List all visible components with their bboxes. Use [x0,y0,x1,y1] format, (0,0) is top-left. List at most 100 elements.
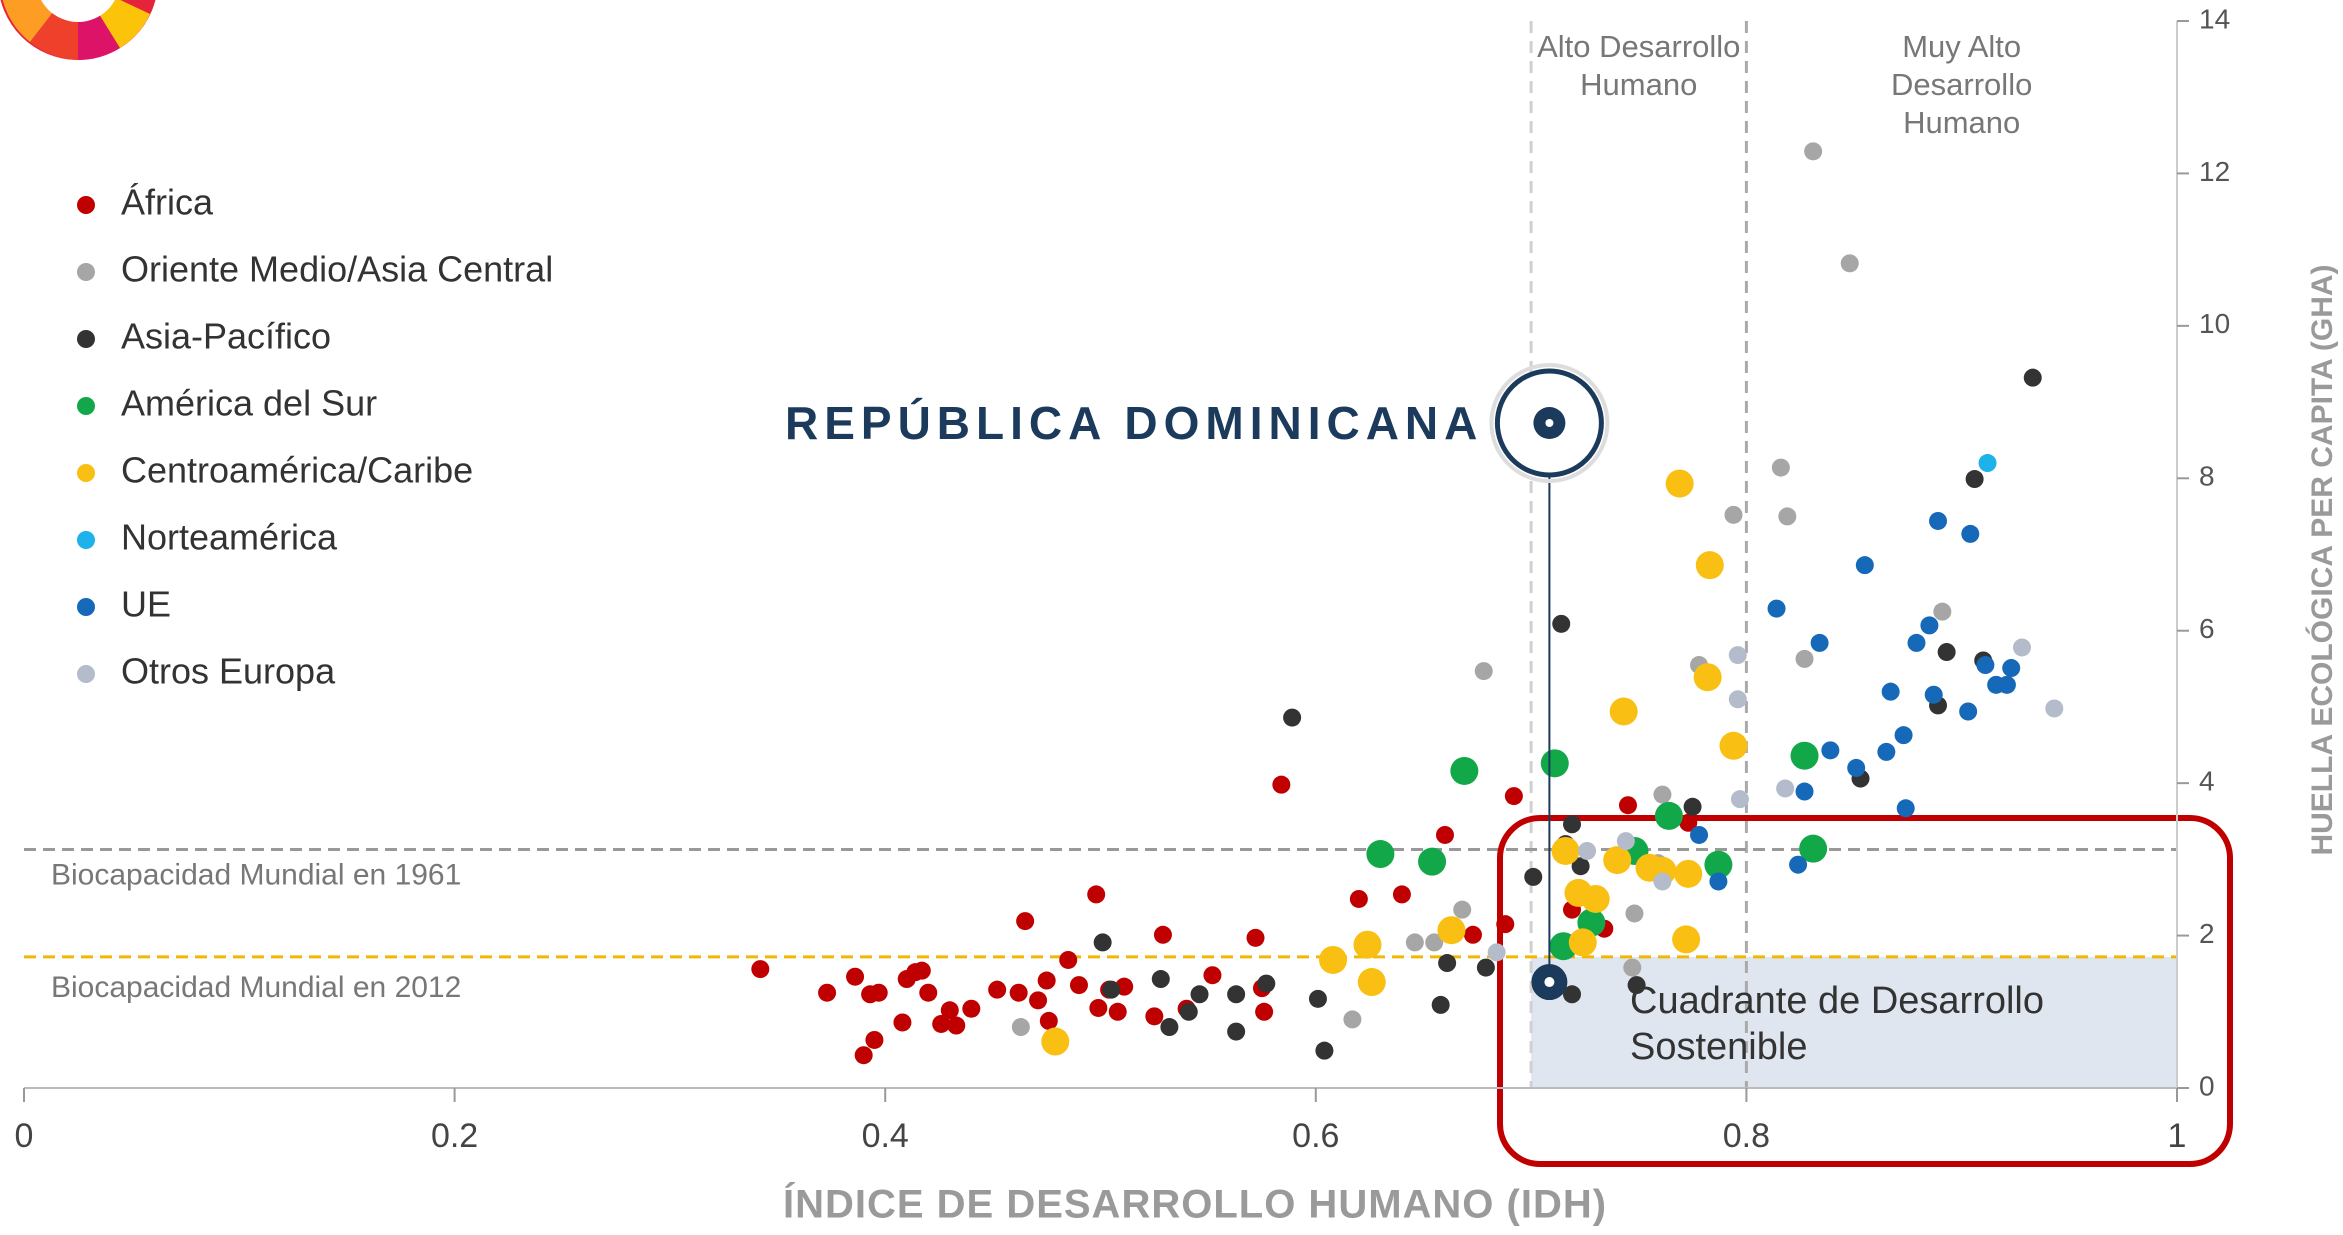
point [1496,915,1515,934]
point [1552,614,1571,633]
point [869,983,888,1002]
point [2023,368,2042,387]
point [1179,1002,1198,1021]
quadrant-label: Cuadrante de Desarrollo Sostenible [1630,980,2045,1068]
point [1563,985,1582,1004]
legend-marker [77,464,95,482]
point [1059,950,1078,969]
point [1257,974,1276,993]
point [1616,832,1635,851]
point [1709,872,1728,891]
point [854,1046,873,1065]
point [1272,775,1291,794]
y-tick-label: 2 [2199,918,2215,949]
legend-label: América del Sur [121,383,377,424]
legend-marker [77,531,95,549]
legend-label: África [121,182,214,223]
point [1665,469,1694,498]
point [2002,659,2021,678]
point [1453,900,1472,919]
logo [0,0,156,60]
point [1431,995,1450,1014]
point [1343,1010,1362,1029]
point [1283,708,1302,727]
point [1929,511,1948,530]
point [1450,756,1479,785]
quadrant-frame [1497,815,2233,1167]
x-tick-label: 0.2 [431,1117,478,1155]
y-tick-label: 8 [2199,461,2215,492]
point [1881,682,1900,701]
point [1623,958,1642,977]
point [1009,983,1028,1002]
point [1353,930,1382,959]
point [818,983,837,1002]
point [1804,142,1823,161]
point [1108,1002,1127,1021]
point [1551,836,1580,865]
point [1227,1022,1246,1041]
y-tick-label: 0 [2199,1070,2215,1101]
point [932,1014,951,1033]
point [1357,968,1386,997]
point [1690,825,1709,844]
point [1724,505,1743,524]
point [1618,796,1637,815]
point [1840,254,1859,273]
x-tick-label: 1 [2168,1117,2187,1155]
point [1653,785,1672,804]
point [1037,971,1056,990]
point [1246,928,1265,947]
point [1392,885,1411,904]
point [1476,958,1495,977]
point [1627,976,1646,995]
legend-marker [77,263,95,281]
point [1997,675,2016,694]
point [1016,912,1035,931]
point [751,960,770,979]
point [1896,799,1915,818]
point [1153,925,1172,944]
point [1907,633,1926,652]
point [1795,782,1814,801]
point [1571,857,1590,876]
point [1255,1002,1274,1021]
point [1405,933,1424,952]
point [1089,998,1108,1017]
x-tick-label: 0 [15,1117,34,1155]
point [1795,649,1814,668]
point [2045,699,2064,718]
highlight-badge-dot [1545,419,1554,427]
point [1679,813,1698,832]
point [1087,885,1106,904]
point [1425,933,1444,952]
point [1730,790,1749,809]
point [1683,797,1702,816]
point [1965,470,1984,489]
point [1463,925,1482,944]
highlight-label: REPÚBLICA DOMINICANA [785,397,1483,449]
point [1151,970,1170,989]
highlight-point-dot [1544,977,1555,988]
legend-marker [77,330,95,348]
point [1961,524,1980,543]
point [1959,702,1978,721]
point [912,961,931,980]
point [1438,954,1457,973]
point [1563,815,1582,834]
legend-label: Oriente Medio/Asia Central [121,249,553,290]
point [1366,840,1395,869]
point [846,967,865,986]
point [1776,779,1795,798]
highlight-halo [1489,363,1610,483]
point [1487,943,1506,962]
point [1069,976,1088,995]
point [1653,872,1672,891]
point [1145,1007,1164,1026]
point [2012,638,2031,657]
legend-label: Asia-Pacífico [121,316,331,357]
point [1937,643,1956,662]
point [1847,758,1866,777]
point [940,1001,959,1020]
